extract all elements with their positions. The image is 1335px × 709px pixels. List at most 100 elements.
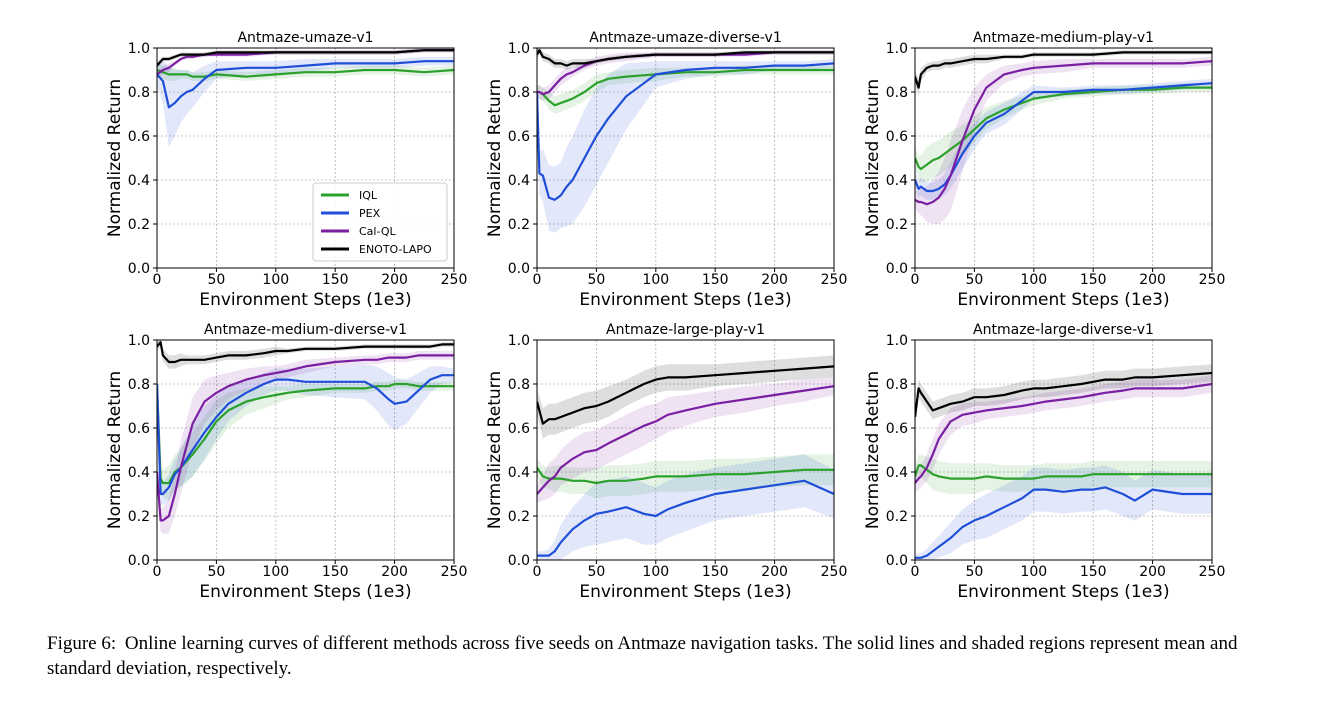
x-tick-label: 100: [1020, 272, 1047, 288]
x-tick-label: 100: [642, 272, 669, 288]
y-tick-label: 0.4: [128, 465, 150, 481]
y-tick-label: 1.0: [508, 41, 530, 57]
y-tick-label: 0.8: [886, 377, 908, 393]
std-band-cal-ql: [157, 351, 454, 534]
axes-frame: [536, 339, 835, 561]
series-line-enoto-lapo: [537, 49, 834, 67]
y-tick-label: 1.0: [508, 333, 530, 349]
x-tick-label: 200: [381, 564, 408, 580]
y-axis-label: Normalized Return: [863, 79, 883, 237]
x-tick-label: 200: [761, 272, 788, 288]
legend-label-iql: IQL: [359, 189, 378, 202]
series-line-iql: [157, 68, 454, 78]
y-tick-label: 0.0: [508, 261, 530, 277]
x-tick-label: 150: [1080, 564, 1107, 580]
y-tick-label: 0.0: [128, 553, 150, 569]
y-tick-label: 0.2: [128, 509, 150, 525]
y-tick-label: 0.6: [886, 421, 908, 437]
y-tick-label: 0.6: [508, 129, 530, 145]
plot-area: [157, 340, 454, 534]
x-axis-label: Environment Steps (1e3): [957, 582, 1169, 602]
y-tick-label: 1.0: [128, 333, 150, 349]
axes-frame: [914, 339, 1213, 561]
chart-title: Antmaze-large-diverse-v1: [973, 322, 1154, 338]
plot-area: [915, 50, 1212, 224]
y-tick-label: 0.6: [508, 421, 530, 437]
series-line-cal-ql: [915, 60, 1212, 206]
x-tick-label: 100: [262, 564, 289, 580]
y-tick-label: 0.8: [128, 377, 150, 393]
x-tick-label: 150: [702, 564, 729, 580]
y-tick-label: 1.0: [886, 333, 908, 349]
legend: IQL PEX Cal-QL ENOTO-LAPO: [312, 182, 448, 262]
axes-frame: [914, 47, 1213, 269]
x-tick-label: 150: [1080, 272, 1107, 288]
x-tick-label: 0: [911, 272, 920, 288]
plot-area: [537, 355, 834, 560]
y-axis-label: Normalized Return: [863, 371, 883, 529]
series-line-iql: [157, 382, 454, 485]
chart-title: Antmaze-umaze-v1: [237, 30, 373, 46]
x-tick-label: 250: [441, 272, 468, 288]
series-line-pex: [915, 486, 1212, 559]
std-band-cal-ql: [157, 48, 454, 79]
series-line-pex: [537, 62, 834, 201]
y-axis-label: Normalized Return: [485, 79, 505, 237]
y-tick-label: 0.6: [128, 421, 150, 437]
series-line-pex: [157, 374, 454, 496]
x-tick-label: 150: [702, 272, 729, 288]
plot-area: [157, 48, 454, 147]
y-tick-label: 0.0: [886, 261, 908, 277]
y-tick-label: 0.2: [128, 217, 150, 233]
x-tick-label: 50: [207, 564, 225, 580]
series-line-iql: [915, 464, 1212, 480]
y-tick-label: 0.2: [508, 217, 530, 233]
x-tick-label: 150: [322, 564, 349, 580]
x-tick-label: 100: [642, 564, 669, 580]
x-tick-label: 0: [153, 272, 162, 288]
series-line-cal-ql: [157, 354, 454, 522]
chart-title: Antmaze-large-play-v1: [606, 322, 765, 338]
series-line-pex: [915, 82, 1212, 193]
axes-frame: [536, 47, 835, 269]
figure-caption: Figure 6: Online learning curves of diff…: [47, 631, 1292, 681]
plot-area: [537, 48, 834, 233]
x-tick-label: 50: [207, 272, 225, 288]
x-tick-label: 0: [533, 272, 542, 288]
y-tick-label: 0.0: [886, 553, 908, 569]
x-tick-label: 100: [1020, 564, 1047, 580]
chart-title: Antmaze-medium-play-v1: [973, 30, 1154, 46]
std-band-cal-ql: [915, 375, 1212, 492]
chart-panel-6: 0 50 100 150 200 250 0.0 0.2 0.4 0.6 0.8 1.0 Antmaze…: [863, 322, 1225, 602]
figure-caption-label: Figure 6:: [47, 633, 117, 654]
chart-panel-1: 0 50 100 150 200 250 0.0 0.2 0.4 0.6 0.8 1.0 Antmaze…: [105, 30, 467, 310]
x-tick-label: 50: [965, 564, 983, 580]
x-tick-label: 250: [821, 564, 848, 580]
y-axis-label: Normalized Return: [105, 371, 125, 529]
x-tick-label: 200: [1139, 564, 1166, 580]
legend-label-enoto-lapo: ENOTO-LAPO: [359, 243, 432, 256]
y-axis-label: Normalized Return: [485, 371, 505, 529]
std-band-enoto-lapo: [915, 50, 1212, 97]
chart-panel-3: 0 50 100 150 200 250 0.0 0.2 0.4 0.6 0.8 1.0 Antmaze…: [863, 30, 1225, 310]
x-tick-label: 200: [1139, 272, 1166, 288]
x-tick-label: 250: [821, 272, 848, 288]
chart-title: Antmaze-umaze-diverse-v1: [589, 30, 781, 46]
series-line-iql: [537, 68, 834, 107]
series-line-enoto-lapo: [915, 371, 1212, 418]
x-tick-label: 50: [587, 272, 605, 288]
series-line-cal-ql: [915, 382, 1212, 484]
std-band-cal-ql: [537, 377, 834, 503]
y-tick-label: 0.2: [886, 217, 908, 233]
std-band-pex: [915, 465, 1212, 560]
std-band-enoto-lapo: [915, 364, 1212, 426]
std-band-iql: [157, 373, 454, 501]
y-tick-label: 0.4: [128, 173, 150, 189]
y-tick-label: 0.0: [128, 261, 150, 277]
x-tick-label: 200: [761, 564, 788, 580]
chart-panel-2: 0 50 100 150 200 250 0.0 0.2 0.4 0.6 0.8 1.0 Antmaze…: [485, 30, 847, 310]
x-axis-label: Environment Steps (1e3): [579, 582, 791, 602]
x-tick-label: 100: [262, 272, 289, 288]
x-tick-label: 0: [911, 564, 920, 580]
y-tick-label: 0.6: [886, 129, 908, 145]
